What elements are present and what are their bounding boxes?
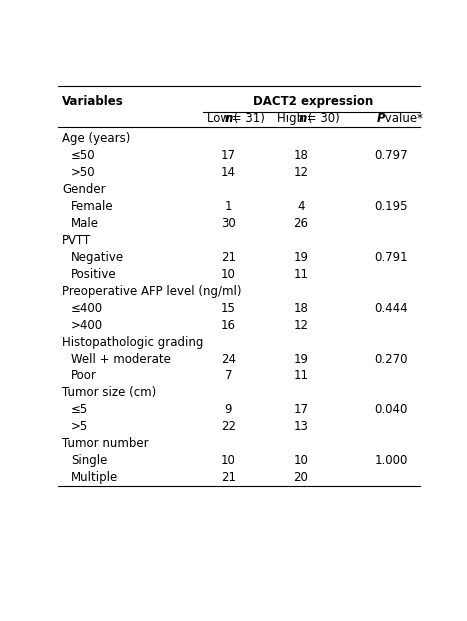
Text: 7: 7 — [225, 369, 232, 383]
Text: 22: 22 — [221, 420, 236, 433]
Text: n: n — [225, 112, 233, 125]
Text: 24: 24 — [221, 353, 236, 366]
Text: 0.791: 0.791 — [375, 251, 408, 264]
Text: = 30): = 30) — [303, 112, 340, 125]
Text: 11: 11 — [293, 369, 308, 383]
Text: Gender: Gender — [62, 183, 106, 196]
Text: Poor: Poor — [71, 369, 97, 383]
Text: 0.040: 0.040 — [375, 404, 408, 417]
Text: Preoperative AFP level (ng/ml): Preoperative AFP level (ng/ml) — [62, 284, 241, 297]
Text: P: P — [377, 112, 385, 125]
Text: n: n — [299, 112, 307, 125]
Text: Male: Male — [71, 217, 99, 230]
Text: = 31): = 31) — [228, 112, 265, 125]
Text: 17: 17 — [293, 404, 308, 417]
Text: 15: 15 — [221, 302, 236, 315]
Text: 0.270: 0.270 — [375, 353, 408, 366]
Text: >400: >400 — [71, 319, 103, 332]
Text: 30: 30 — [221, 217, 236, 230]
Text: >50: >50 — [71, 166, 96, 179]
Text: 26: 26 — [293, 217, 308, 230]
Text: Tumor size (cm): Tumor size (cm) — [62, 386, 156, 399]
Text: 10: 10 — [293, 455, 308, 468]
Text: Low (: Low ( — [207, 112, 238, 125]
Text: Tumor number: Tumor number — [62, 437, 149, 450]
Text: 11: 11 — [293, 268, 308, 281]
Text: Variables: Variables — [62, 95, 124, 108]
Text: 18: 18 — [293, 149, 308, 161]
Text: 12: 12 — [293, 319, 308, 332]
Text: 20: 20 — [293, 471, 308, 484]
Text: 0.195: 0.195 — [375, 200, 408, 212]
Text: Negative: Negative — [71, 251, 124, 264]
Text: ≤50: ≤50 — [71, 149, 96, 161]
Text: 10: 10 — [221, 455, 236, 468]
Text: DACT2 expression: DACT2 expression — [254, 95, 374, 108]
Text: 16: 16 — [221, 319, 236, 332]
Text: PVTT: PVTT — [62, 233, 91, 247]
Text: Positive: Positive — [71, 268, 117, 281]
Text: 21: 21 — [221, 251, 236, 264]
Text: ≤5: ≤5 — [71, 404, 88, 417]
Text: Age (years): Age (years) — [62, 132, 130, 145]
Text: 18: 18 — [293, 302, 308, 315]
Text: >5: >5 — [71, 420, 88, 433]
Text: Single: Single — [71, 455, 107, 468]
Text: Histopathologic grading: Histopathologic grading — [62, 335, 203, 348]
Text: 14: 14 — [221, 166, 236, 179]
Text: 12: 12 — [293, 166, 308, 179]
Text: 0.444: 0.444 — [375, 302, 408, 315]
Text: 17: 17 — [221, 149, 236, 161]
Text: 19: 19 — [293, 251, 308, 264]
Text: 10: 10 — [221, 268, 236, 281]
Text: value*: value* — [381, 112, 423, 125]
Text: Female: Female — [71, 200, 113, 212]
Text: 9: 9 — [225, 404, 232, 417]
Text: 1: 1 — [225, 200, 232, 212]
Text: 1.000: 1.000 — [375, 455, 408, 468]
Text: 0.797: 0.797 — [375, 149, 408, 161]
Text: Well + moderate: Well + moderate — [71, 353, 171, 366]
Text: 19: 19 — [293, 353, 308, 366]
Text: High (: High ( — [277, 112, 313, 125]
Text: 4: 4 — [297, 200, 304, 212]
Text: 21: 21 — [221, 471, 236, 484]
Text: ≤400: ≤400 — [71, 302, 103, 315]
Text: 13: 13 — [293, 420, 308, 433]
Text: Multiple: Multiple — [71, 471, 118, 484]
